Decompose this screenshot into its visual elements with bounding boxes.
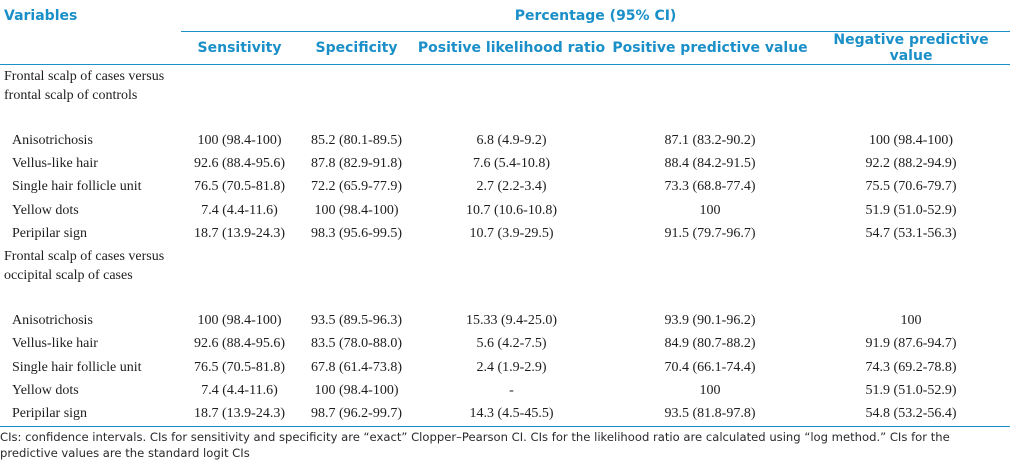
table-row: Vellus-like hair 92.6 (88.4-95.6) 83.5 (78… [0, 333, 1010, 356]
group-empty-cell [812, 245, 1010, 309]
sensitivity-cell: 100 (98.4-100) [197, 313, 282, 329]
group-label: Frontal scalp of cases versus occipital … [4, 249, 165, 284]
group-empty-cell [298, 65, 415, 130]
positive-likelihood-ratio-cell: 10.7 (10.6-10.8) [466, 202, 557, 218]
negative-predictive-value-cell: 74.3 (69.2-78.8) [865, 359, 957, 375]
group-empty-cell [608, 245, 812, 309]
positive-predictive-value-cell: 88.4 (84.2-91.5) [664, 155, 756, 171]
negative-predictive-value-cell: 100 [900, 313, 922, 329]
positive-predictive-value-cell: 91.5 (79.7-96.7) [664, 225, 756, 241]
row-variable-name: Yellow dots [12, 383, 79, 399]
table-row: Single hair follicle unit 76.5 (70.5-81.8… [0, 176, 1010, 199]
specificity-cell: 83.5 (78.0-88.0) [311, 336, 402, 352]
positive-likelihood-ratio-cell: 2.4 (1.9-2.9) [476, 359, 547, 375]
positive-likelihood-ratio-cell: 6.8 (4.9-9.2) [476, 132, 547, 148]
positive-likelihood-ratio-cell: 7.6 (5.4-10.8) [473, 155, 550, 171]
table-row: Anisotrichosis 100 (98.4-100) 93.5 (89.5-9… [0, 309, 1010, 332]
table-row: Single hair follicle unit 76.5 (70.5-81.8… [0, 356, 1010, 379]
positive-likelihood-ratio-cell: 14.3 (4.5-45.5) [415, 402, 608, 427]
row-variable-name: Single hair follicle unit [12, 359, 142, 375]
group-empty-cell [415, 65, 608, 130]
specificity-cell: 67.8 (61.4-73.8) [311, 359, 402, 375]
column-header-negative-predictive-value: Negative predictive value [812, 31, 1010, 65]
sensitivity-cell: 92.6 (88.4-95.6) [194, 336, 285, 352]
group-empty-cell [608, 65, 812, 130]
table-row: Yellow dots 7.4 (4.4-11.6) 100 (98.4-100) -… [0, 379, 1010, 402]
row-variable-name: Anisotrichosis [12, 132, 93, 148]
row-variable-name: Single hair follicle unit [12, 179, 142, 195]
positive-predictive-value-cell: 93.5 (81.8-97.8) [608, 402, 812, 427]
specificity-cell: 98.7 (96.2-99.7) [298, 402, 415, 427]
column-header-positive-likelihood-ratio: Positive likelihood ratio [415, 31, 608, 65]
negative-predictive-value-cell: 51.9 (51.0-52.9) [865, 202, 957, 218]
row-variable-name: Anisotrichosis [12, 313, 93, 329]
column-header-specificity: Specificity [298, 31, 415, 65]
percentage-ci-header: Percentage (95% CI) [181, 0, 1010, 32]
positive-predictive-value-cell: 93.9 (90.1-96.2) [664, 313, 756, 329]
row-variable-name: Yellow dots [12, 202, 79, 218]
table-footnote: CIs: confidence intervals. CIs for sensi… [0, 430, 950, 460]
positive-predictive-value-cell: 73.3 (68.8-77.4) [664, 179, 756, 195]
positive-predictive-value-cell: 100 [699, 202, 721, 218]
positive-predictive-value-cell: 100 [699, 383, 721, 399]
group-empty-cell [181, 65, 298, 130]
header-row-columns: Sensitivity Specificity Positive likelih… [0, 31, 1010, 65]
negative-predictive-value-cell: 100 (98.4-100) [869, 132, 954, 148]
positive-predictive-value-cell: 70.4 (66.1-74.4) [664, 359, 756, 375]
sensitivity-cell: 7.4 (4.4-11.6) [201, 202, 278, 218]
negative-predictive-value-cell: 91.9 (87.6-94.7) [865, 336, 957, 352]
sensitivity-cell: 100 (98.4-100) [197, 132, 282, 148]
positive-predictive-value-cell: 84.9 (80.7-88.2) [664, 336, 756, 352]
specificity-cell: 72.2 (65.9-77.9) [311, 179, 402, 195]
positive-likelihood-ratio-cell: - [509, 383, 514, 399]
specificity-cell: 93.5 (89.5-96.3) [311, 313, 402, 329]
sensitivity-cell: 18.7 (13.9-24.3) [194, 225, 285, 241]
group-row: Frontal scalp of cases versus occipital … [0, 245, 1010, 309]
specificity-cell: 100 (98.4-100) [314, 383, 399, 399]
group-empty-cell [812, 65, 1010, 130]
row-variable-name: Peripilar sign [0, 402, 181, 427]
variables-header: Variables [4, 7, 78, 24]
specificity-cell: 98.3 (95.6-99.5) [311, 225, 402, 241]
results-table: Variables Percentage (95% CI) Sensitivit… [0, 0, 1010, 427]
sensitivity-cell: 76.5 (70.5-81.8) [194, 179, 285, 195]
table-body: Frontal scalp of cases versus frontal sc… [0, 65, 1010, 427]
negative-predictive-value-cell: 51.9 (51.0-52.9) [865, 383, 957, 399]
header-blank-cell [0, 31, 181, 65]
sensitivity-cell: 18.7 (13.9-24.3) [181, 402, 298, 427]
positive-predictive-value-cell: 87.1 (83.2-90.2) [664, 132, 756, 148]
sensitivity-cell: 92.6 (88.4-95.6) [194, 155, 285, 171]
positive-likelihood-ratio-cell: 2.7 (2.2-3.4) [476, 179, 547, 195]
group-empty-cell [415, 245, 608, 309]
table-row: Anisotrichosis 100 (98.4-100) 85.2 (80.1-8… [0, 129, 1010, 152]
specificity-cell: 87.8 (82.9-91.8) [311, 155, 402, 171]
row-variable-name: Vellus-like hair [12, 336, 98, 352]
row-variable-name: Peripilar sign [12, 225, 88, 241]
table-row: Vellus-like hair 92.6 (88.4-95.6) 87.8 (82… [0, 152, 1010, 175]
table-row: Peripilar sign 18.7 (13.9-24.3) 98.3 (95.6… [0, 222, 1010, 245]
positive-likelihood-ratio-cell: 10.7 (3.9-29.5) [469, 225, 554, 241]
group-label: Frontal scalp of cases versus frontal sc… [4, 69, 165, 103]
negative-predictive-value-cell: 54.7 (53.1-56.3) [865, 225, 957, 241]
specificity-cell: 100 (98.4-100) [314, 202, 399, 218]
group-empty-cell [181, 245, 298, 309]
specificity-cell: 85.2 (80.1-89.5) [311, 132, 402, 148]
header-row-top: Variables Percentage (95% CI) [0, 0, 1010, 32]
negative-predictive-value-cell: 75.5 (70.6-79.7) [865, 179, 957, 195]
column-header-sensitivity: Sensitivity [181, 31, 298, 65]
negative-predictive-value-cell: 92.2 (88.2-94.9) [865, 155, 957, 171]
positive-likelihood-ratio-cell: 15.33 (9.4-25.0) [466, 313, 557, 329]
table-row: Yellow dots 7.4 (4.4-11.6) 100 (98.4-100) 1… [0, 199, 1010, 222]
column-header-positive-predictive-value: Positive predictive value [608, 31, 812, 65]
sensitivity-cell: 76.5 (70.5-81.8) [194, 359, 285, 375]
sensitivity-cell: 7.4 (4.4-11.6) [201, 383, 278, 399]
positive-likelihood-ratio-cell: 5.6 (4.2-7.5) [476, 336, 547, 352]
row-variable-name: Vellus-like hair [12, 155, 98, 171]
group-row: Frontal scalp of cases versus frontal sc… [0, 65, 1010, 130]
table-row: Peripilar sign 18.7 (13.9-24.3) 98.7 (96.2… [0, 402, 1010, 427]
negative-predictive-value-cell: 54.8 (53.2-56.4) [812, 402, 1010, 427]
group-empty-cell [298, 245, 415, 309]
